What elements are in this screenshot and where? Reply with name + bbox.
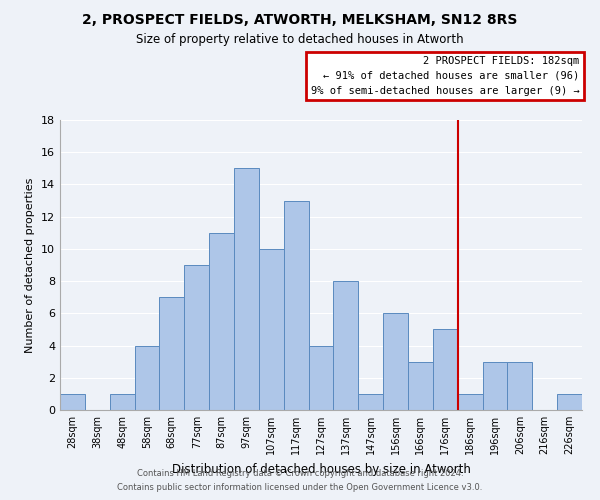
Text: 2 PROSPECT FIELDS: 182sqm
← 91% of detached houses are smaller (96)
9% of semi-d: 2 PROSPECT FIELDS: 182sqm ← 91% of detac… (311, 56, 580, 96)
Bar (482, 362, 508, 410)
Bar (433, 330, 458, 410)
Bar (60, 394, 85, 410)
Bar (408, 362, 433, 410)
Bar (209, 233, 234, 410)
Bar (134, 346, 160, 410)
Y-axis label: Number of detached properties: Number of detached properties (25, 178, 35, 352)
Bar (358, 394, 383, 410)
Text: Contains HM Land Registry data © Crown copyright and database right 2024.: Contains HM Land Registry data © Crown c… (137, 468, 463, 477)
Text: Size of property relative to detached houses in Atworth: Size of property relative to detached ho… (136, 32, 464, 46)
Bar (334, 281, 358, 410)
Bar (557, 394, 582, 410)
Bar (160, 297, 184, 410)
Bar (284, 200, 308, 410)
Text: 2, PROSPECT FIELDS, ATWORTH, MELKSHAM, SN12 8RS: 2, PROSPECT FIELDS, ATWORTH, MELKSHAM, S… (82, 12, 518, 26)
Text: Contains public sector information licensed under the Open Government Licence v3: Contains public sector information licen… (118, 484, 482, 492)
Bar (308, 346, 334, 410)
X-axis label: Distribution of detached houses by size in Atworth: Distribution of detached houses by size … (172, 462, 470, 475)
Bar (259, 249, 284, 410)
Bar (508, 362, 532, 410)
Bar (458, 394, 482, 410)
Bar (234, 168, 259, 410)
Bar (184, 265, 209, 410)
Bar (110, 394, 134, 410)
Bar (383, 314, 408, 410)
